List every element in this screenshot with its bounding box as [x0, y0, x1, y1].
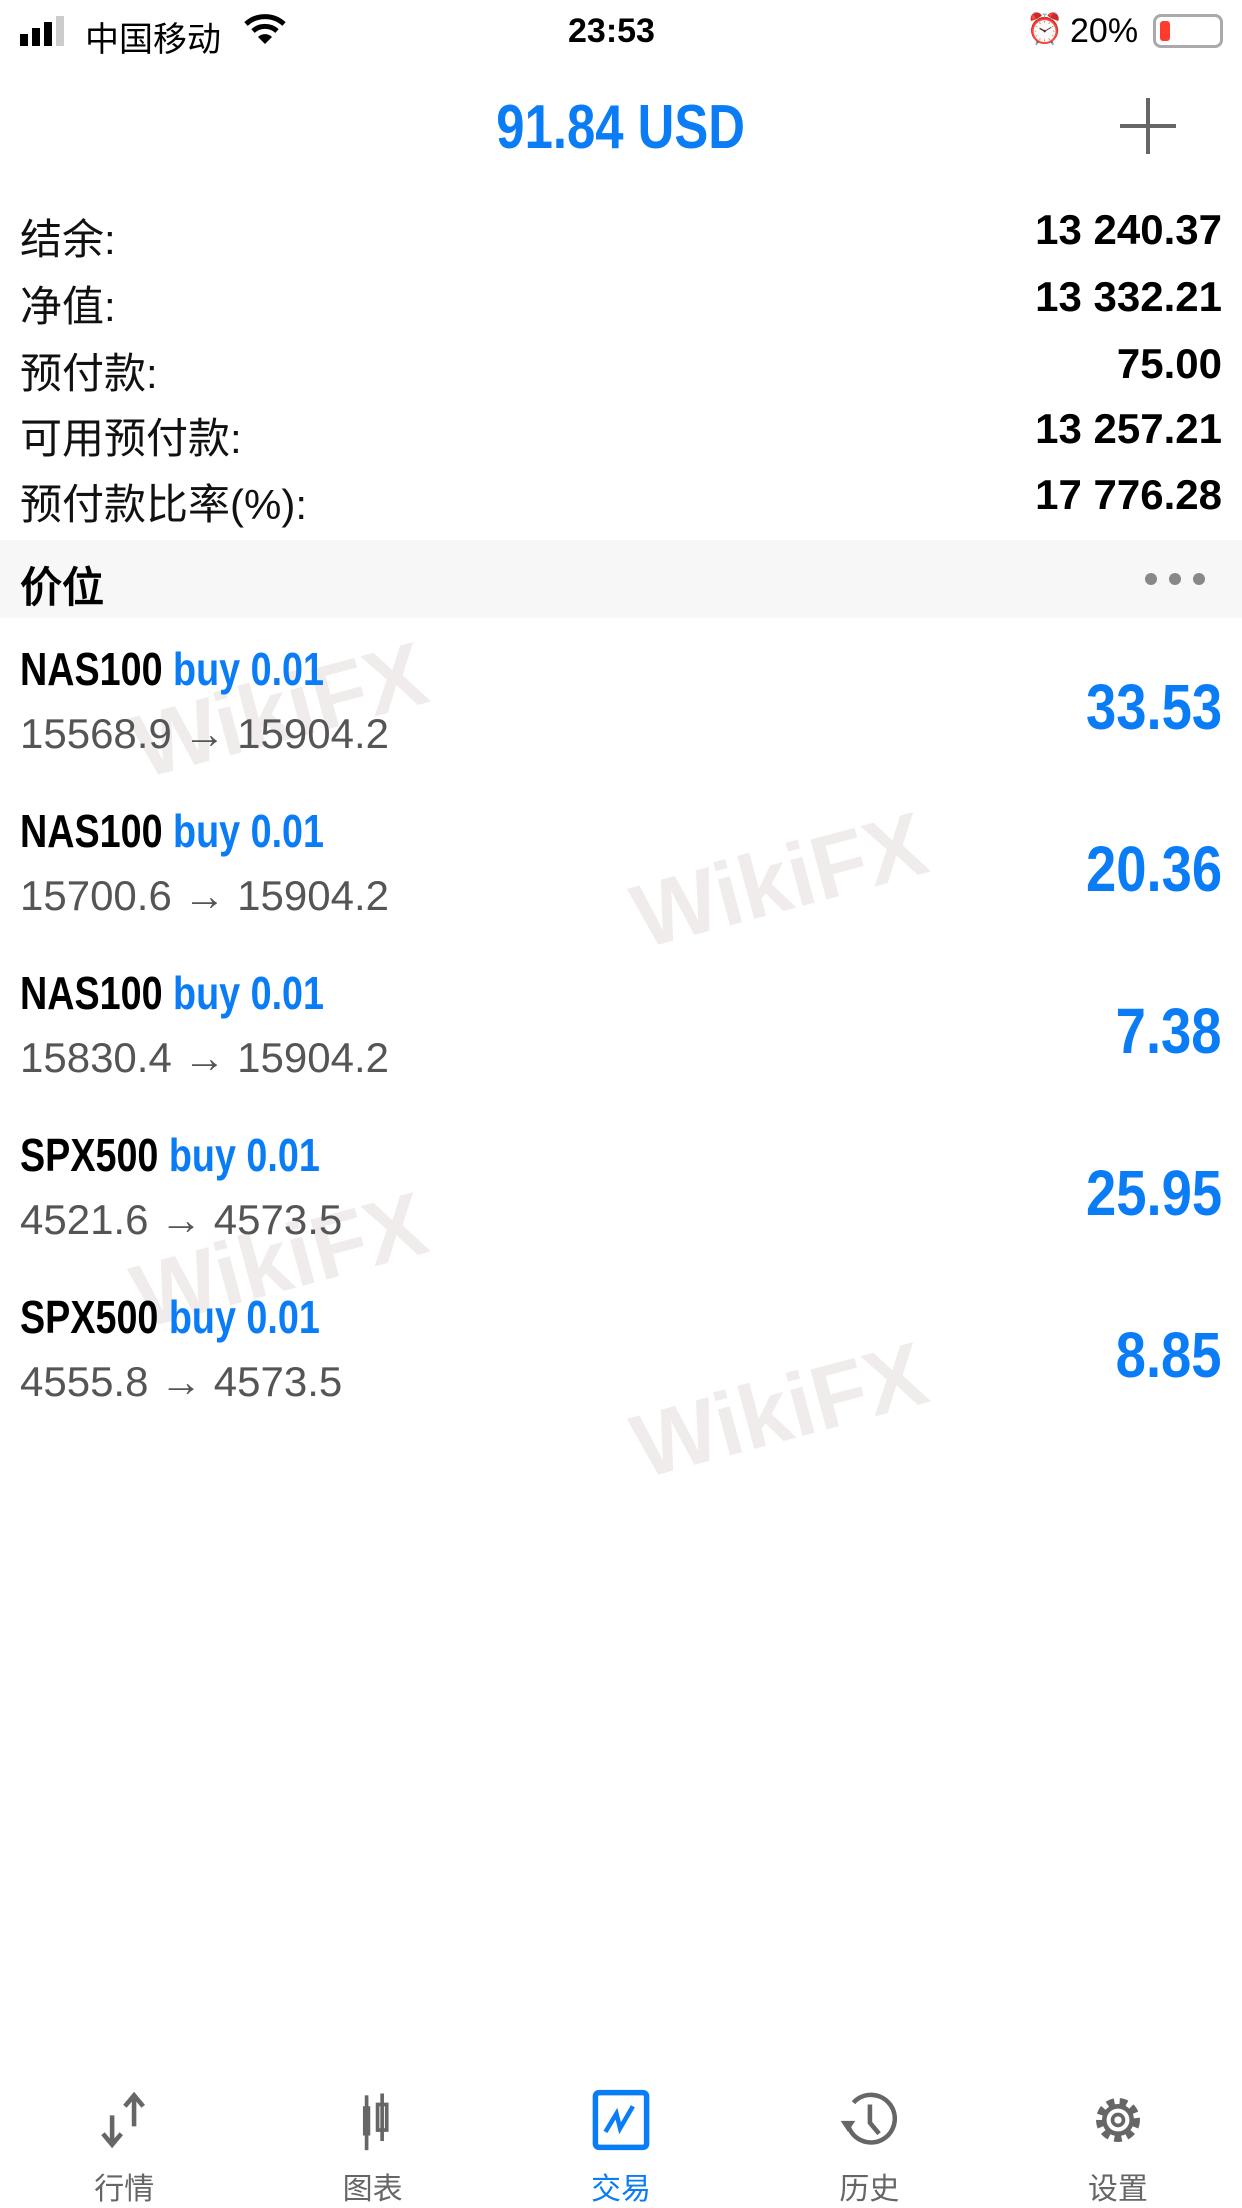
position-side: buy 0.01: [168, 1129, 320, 1181]
more-icon[interactable]: [1144, 572, 1206, 586]
plus-icon[interactable]: [1120, 98, 1176, 154]
margin-level-label: 预付款比率(%):: [20, 481, 307, 528]
position-symbol: NAS100 buy 0.01: [20, 643, 325, 695]
position-profit: 25.95: [1085, 1157, 1222, 1229]
margin-label: 预付款:: [20, 350, 158, 397]
equity-value: 13 332.21: [1035, 273, 1222, 320]
history-icon: [841, 2092, 898, 2145]
balance-value: 13 240.37: [1035, 206, 1222, 253]
position-row[interactable]: NAS100 buy 0.01 15568.9 → 15904.2 33.53: [0, 630, 1242, 792]
position-row[interactable]: SPX500 buy 0.01 4521.6 → 4573.5 25.95: [0, 1116, 1242, 1278]
position-symbol: SPX500 buy 0.01: [20, 1291, 320, 1343]
position-side: buy 0.01: [173, 967, 325, 1019]
signal-icon: [20, 16, 64, 46]
tab-settings[interactable]: 设置: [994, 2070, 1242, 2208]
section-title: 价位: [20, 564, 105, 611]
carrier: 中国移动: [85, 21, 221, 59]
clock: 23:53: [568, 12, 655, 50]
position-side: buy 0.01: [173, 643, 325, 695]
position-row[interactable]: SPX500 buy 0.01 4555.8 → 4573.5 8.85: [0, 1278, 1242, 1440]
page-title: 91.84 USD: [496, 93, 746, 162]
position-profit: 8.85: [1116, 1319, 1222, 1391]
free-margin-label: 可用预付款:: [20, 415, 242, 462]
tab-quotes[interactable]: 行情: [0, 2070, 248, 2208]
status-bar: 中国移动 23:53 ⏰ 20%: [0, 0, 1242, 64]
position-prices: 4521.6 → 4573.5: [20, 1196, 343, 1243]
position-prices: 15830.4 → 15904.2: [20, 1034, 389, 1081]
position-row[interactable]: NAS100 buy 0.01 15700.6 → 15904.2 20.36: [0, 792, 1242, 954]
battery-percent: 20%: [1070, 12, 1139, 50]
position-side: buy 0.01: [173, 805, 325, 857]
quotes-arrows-icon: [101, 2091, 146, 2149]
position-symbol: NAS100 buy 0.01: [20, 805, 325, 857]
position-prices: 15700.6 → 15904.2: [20, 872, 389, 919]
trade-chart-icon: [592, 2089, 650, 2151]
candlestick-icon: [362, 2093, 389, 2151]
balance-label: 结余:: [20, 216, 116, 263]
battery-icon: [1153, 14, 1223, 48]
position-symbol: SPX500 buy 0.01: [20, 1129, 320, 1181]
wifi-icon: [244, 14, 286, 44]
position-prices: 4555.8 → 4573.5: [20, 1358, 343, 1405]
position-profit: 33.53: [1085, 671, 1222, 743]
tab-history[interactable]: 历史: [745, 2070, 993, 2208]
margin-value: 75.00: [1116, 340, 1222, 387]
margin-level-value: 17 776.28: [1035, 471, 1222, 518]
position-profit: 7.38: [1116, 995, 1222, 1067]
positions-section-header: 价位: [0, 540, 1242, 618]
gear-icon: [1095, 2098, 1140, 2142]
position-symbol: NAS100 buy 0.01: [20, 967, 325, 1019]
position-row[interactable]: NAS100 buy 0.01 15830.4 → 15904.2 7.38: [0, 954, 1242, 1116]
position-profit: 20.36: [1085, 833, 1222, 905]
position-side: buy 0.01: [168, 1291, 320, 1343]
tab-charts[interactable]: 图表: [248, 2070, 496, 2208]
alarm-icon: ⏰: [1026, 13, 1064, 46]
free-margin-value: 13 257.21: [1035, 405, 1222, 452]
position-prices: 15568.9 → 15904.2: [20, 710, 389, 757]
tab-trade[interactable]: 交易: [497, 2070, 745, 2208]
equity-label: 净值:: [20, 283, 116, 330]
bottom-tab-bar: 行情 图表 交易 历史 设置: [0, 2070, 1242, 2208]
